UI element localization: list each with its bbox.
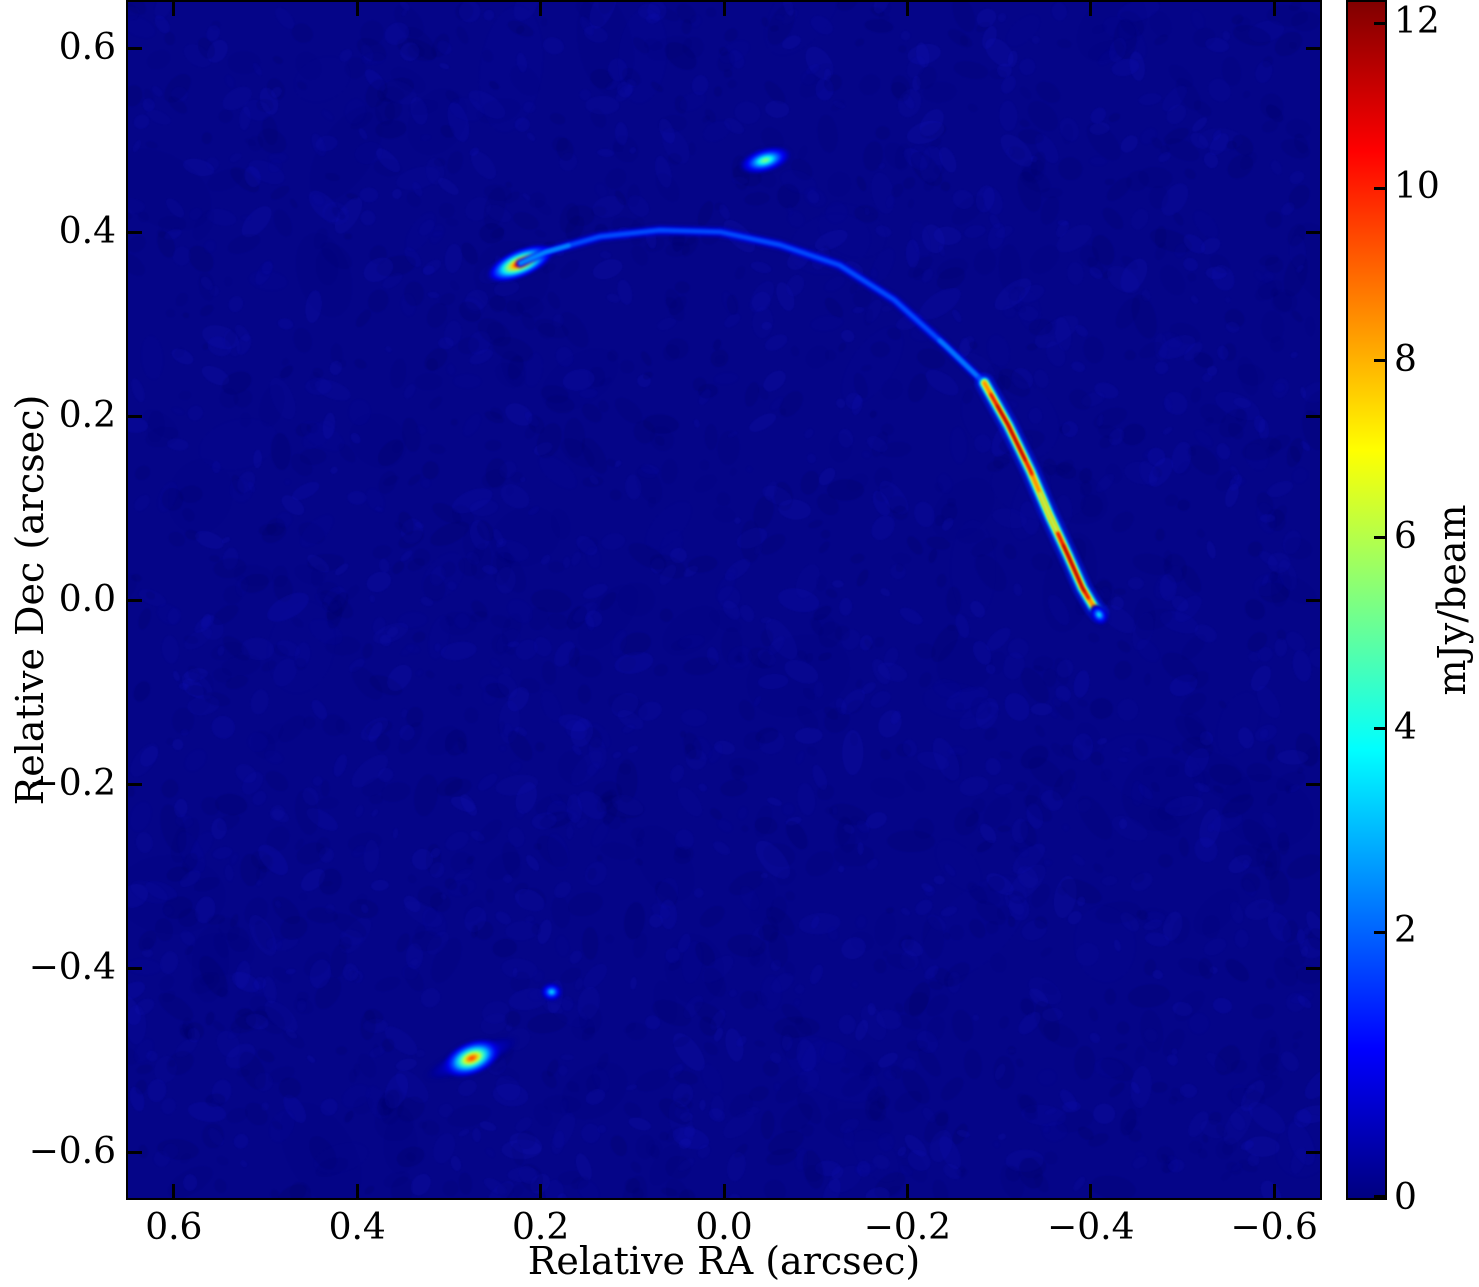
y-axis-tick-label: −0.4 [28,947,116,988]
y-axis-tick [128,1150,142,1154]
y-axis-tick-label: −0.2 [28,763,116,804]
x-axis-tick [1089,1184,1093,1198]
y-axis-tick-right [1306,966,1320,970]
colorbar-tick-label: 8 [1394,338,1417,380]
x-axis-tick-label: 0.2 [511,1207,570,1248]
y-axis-tick [128,966,142,970]
y-axis-tick-right [1306,46,1320,50]
x-axis-tick [539,1184,543,1198]
y-axis-tick-right [1306,230,1320,234]
colorbar-tick [1374,1194,1385,1198]
x-axis-tick [722,1184,726,1198]
y-axis-tick-label: 0.0 [58,579,116,620]
x-axis-tick-top [722,2,726,16]
x-axis-tick-top [172,2,176,16]
y-axis-tick-right [1306,782,1320,786]
colorbar-tick [1374,186,1385,190]
colorbar-tick-label: 0 [1394,1177,1417,1218]
x-axis-tick-label: −0.2 [863,1207,952,1248]
x-axis-tick-top [1272,2,1276,16]
x-axis-tick-label: 0.6 [145,1207,203,1248]
x-axis-tick-label: 0.4 [328,1207,386,1248]
y-axis-tick-right [1306,598,1320,602]
y-axis-tick [128,230,142,234]
x-axis-tick-label: 0.0 [695,1207,753,1248]
y-axis-tick-right [1306,414,1320,418]
colorbar-tick [1374,930,1385,934]
y-axis-tick-right [1306,1150,1320,1154]
x-axis-tick-top [905,2,909,16]
y-axis-tick [128,414,142,418]
colorbar-tick-label: 6 [1394,515,1417,557]
colorbar-tick [1374,359,1385,363]
y-axis-tick-label: 0.2 [58,395,116,436]
x-axis-tick-label: −0.4 [1047,1207,1135,1248]
y-axis-label: Relative Dec (arcsec) [8,394,52,806]
colorbar-tick [1374,536,1385,540]
colorbar-tick-label: 12 [1394,1,1440,43]
x-axis-tick [905,1184,909,1198]
x-axis-tick-top [355,2,359,16]
colorbar-tick-label: 10 [1394,166,1440,208]
y-axis-tick [128,782,142,786]
colorbar-tick-label: 2 [1394,910,1417,952]
y-axis-tick-label: 0.4 [58,211,116,252]
x-axis-label: Relative RA (arcsec) [527,1239,921,1283]
radio-intensity-map [128,2,1320,1198]
y-axis-tick-label: −0.6 [28,1131,116,1172]
x-axis-tick [172,1184,176,1198]
x-axis-tick [355,1184,359,1198]
colorbar-label: mJy/beam [1430,504,1474,696]
colorbar-tick [1374,21,1385,25]
colorbar-tick [1374,727,1385,731]
x-axis-tick-label: −0.6 [1230,1207,1318,1248]
colorbar [1346,0,1387,1200]
plot-area [126,0,1322,1200]
x-axis-tick-top [1089,2,1093,16]
y-axis-tick [128,598,142,602]
y-axis-tick-label: 0.6 [58,27,116,68]
y-axis-tick [128,46,142,50]
colorbar-tick-label: 4 [1394,706,1417,748]
x-axis-tick [1272,1184,1276,1198]
x-axis-tick-top [539,2,543,16]
